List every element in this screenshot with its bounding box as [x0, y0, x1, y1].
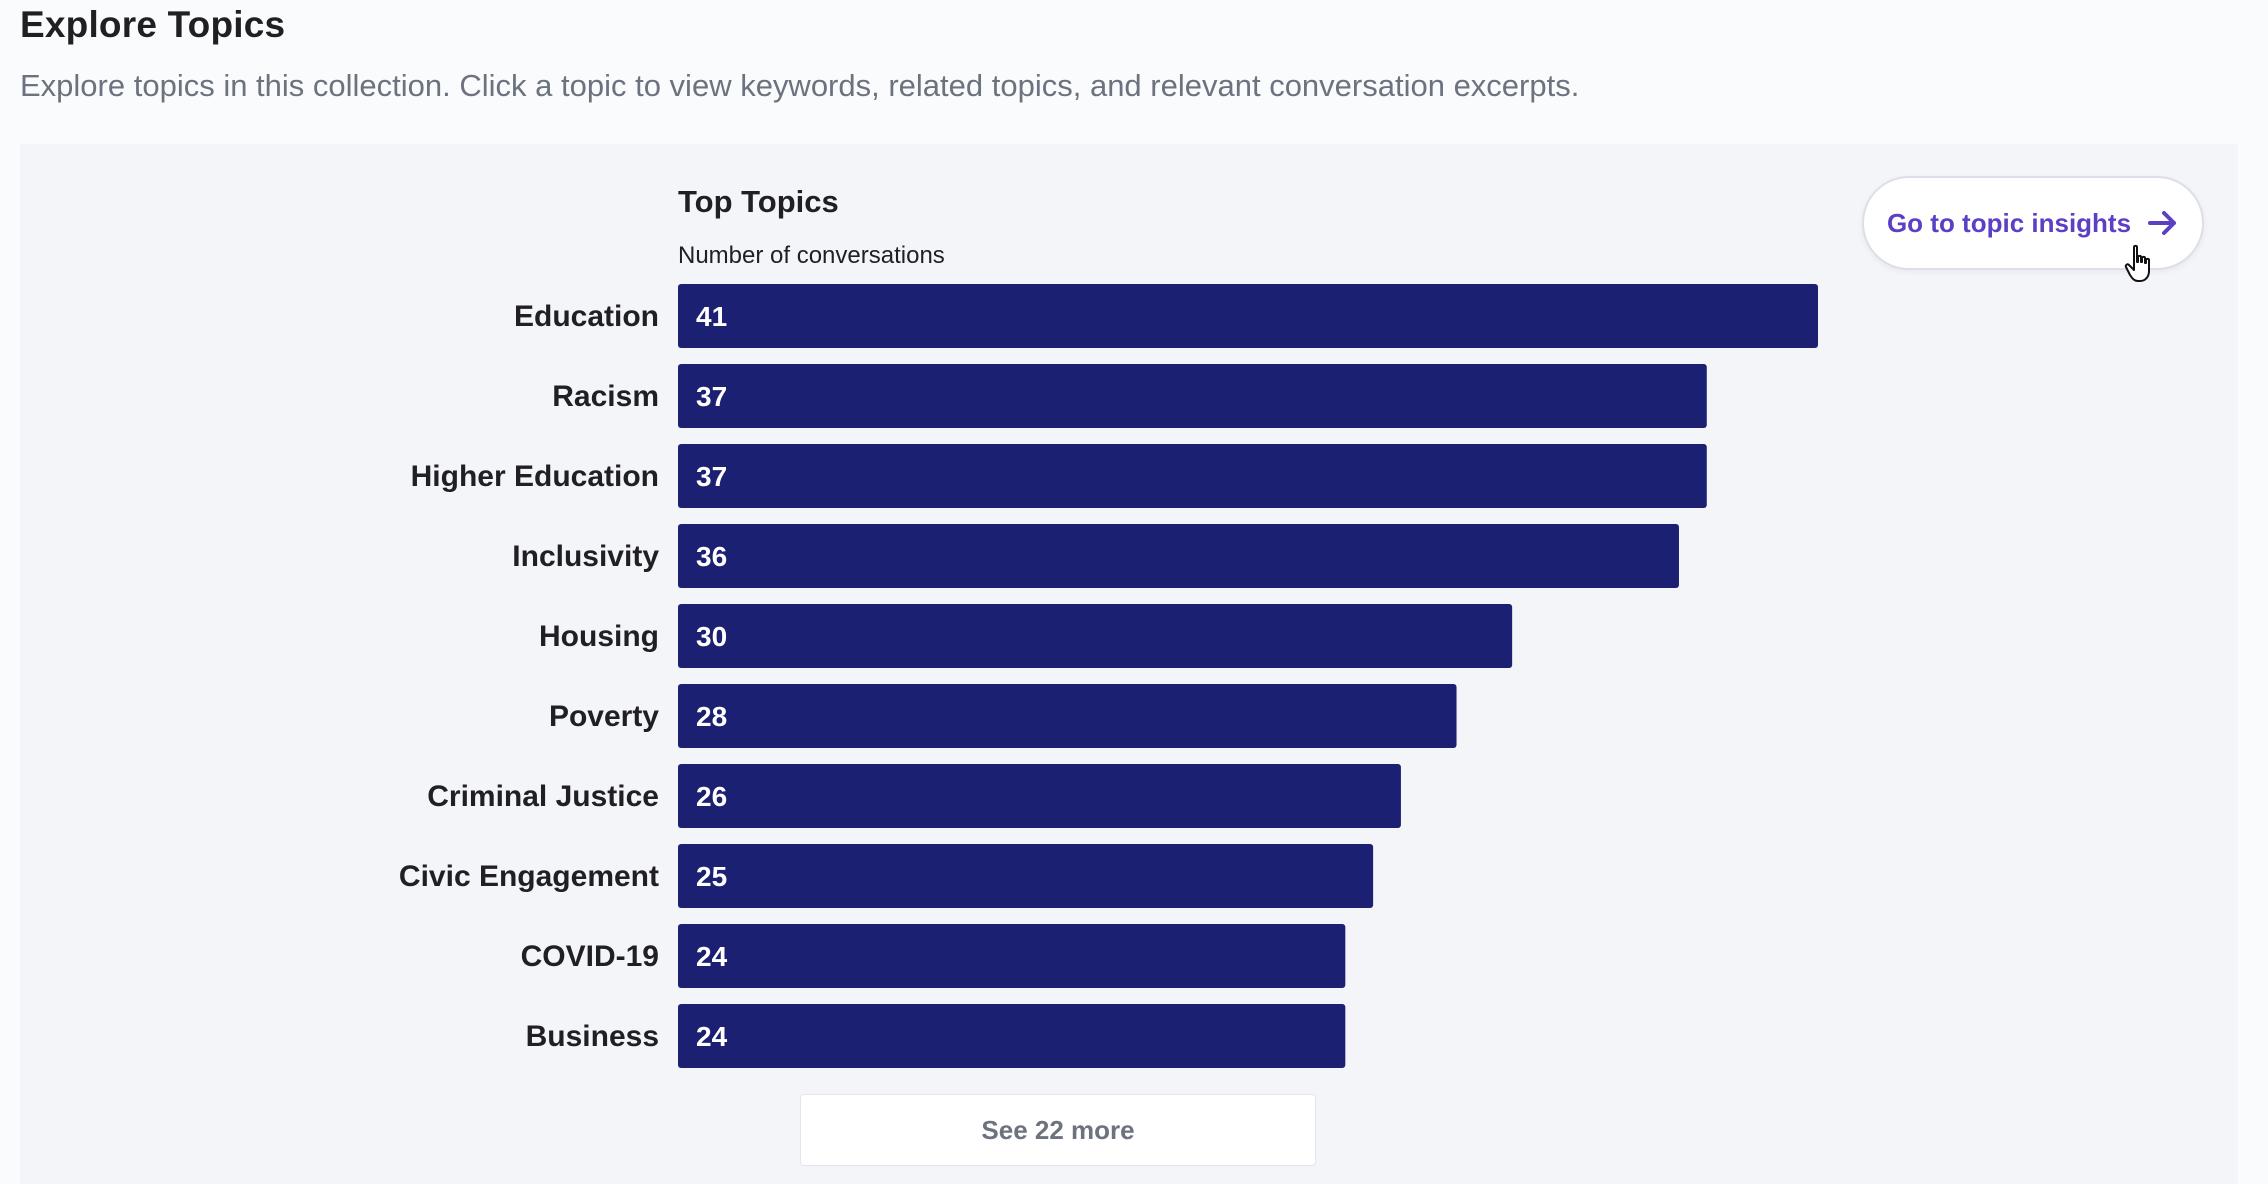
bar-group[interactable]: Higher Education 37 [411, 444, 1707, 508]
bar-group[interactable]: Poverty 28 [549, 684, 1457, 748]
category-label[interactable]: COVID-19 [521, 940, 659, 973]
bar-value-label: 37 [696, 381, 727, 412]
see-more-button[interactable]: See 22 more [800, 1094, 1316, 1166]
bar-value-label: 30 [696, 621, 727, 652]
category-label[interactable]: Inclusivity [512, 540, 659, 573]
hand-pointer-icon [2124, 244, 2158, 284]
bar-value-label: 28 [696, 701, 727, 732]
category-label[interactable]: Education [514, 300, 659, 333]
bar-group[interactable]: Education 41 [514, 284, 1818, 348]
bar-value-label: 25 [696, 861, 727, 892]
bar-value-label: 24 [696, 941, 728, 972]
bar-group[interactable]: Criminal Justice 26 [427, 764, 1401, 828]
category-label[interactable]: Criminal Justice [427, 780, 659, 813]
bar[interactable] [678, 524, 1679, 588]
arrow-right-icon [2147, 208, 2179, 238]
category-label[interactable]: Racism [552, 380, 659, 413]
page-title: Explore Topics [20, 4, 286, 45]
bar-value-label: 37 [696, 461, 727, 492]
bar[interactable] [678, 284, 1818, 348]
category-label[interactable]: Business [526, 1020, 659, 1053]
bar-value-label: 41 [696, 301, 727, 332]
category-label[interactable]: Housing [539, 620, 659, 653]
bar-group[interactable]: Racism 37 [552, 364, 1707, 428]
bar-group[interactable]: COVID-19 24 [521, 924, 1346, 988]
bar-group[interactable]: Housing 30 [539, 604, 1513, 668]
bar-group[interactable]: Business 24 [526, 1004, 1346, 1068]
bar-value-label: 26 [696, 781, 727, 812]
bar-value-label: 24 [696, 1021, 728, 1052]
bar-value-label: 36 [696, 541, 727, 572]
bar[interactable] [678, 844, 1374, 908]
bar[interactable] [678, 444, 1707, 508]
bar[interactable] [678, 684, 1457, 748]
go-to-topic-insights-button[interactable]: Go to topic insights [1862, 176, 2204, 270]
category-label[interactable]: Poverty [549, 700, 659, 733]
chart-title: Top Topics [678, 184, 839, 219]
bar[interactable] [678, 1004, 1346, 1068]
bar-group[interactable]: Inclusivity 36 [512, 524, 1679, 588]
bar[interactable] [678, 364, 1707, 428]
chart-axis-label: Number of conversations [678, 242, 945, 269]
bar[interactable] [678, 924, 1346, 988]
bar-group[interactable]: Civic Engagement 25 [399, 844, 1374, 908]
insights-button-label: Go to topic insights [1886, 207, 2132, 238]
page-subtitle: Explore topics in this collection. Click… [20, 68, 1580, 103]
bar[interactable] [678, 604, 1513, 668]
category-label[interactable]: Higher Education [411, 460, 659, 493]
bar[interactable] [678, 764, 1401, 828]
category-label[interactable]: Civic Engagement [399, 860, 659, 893]
